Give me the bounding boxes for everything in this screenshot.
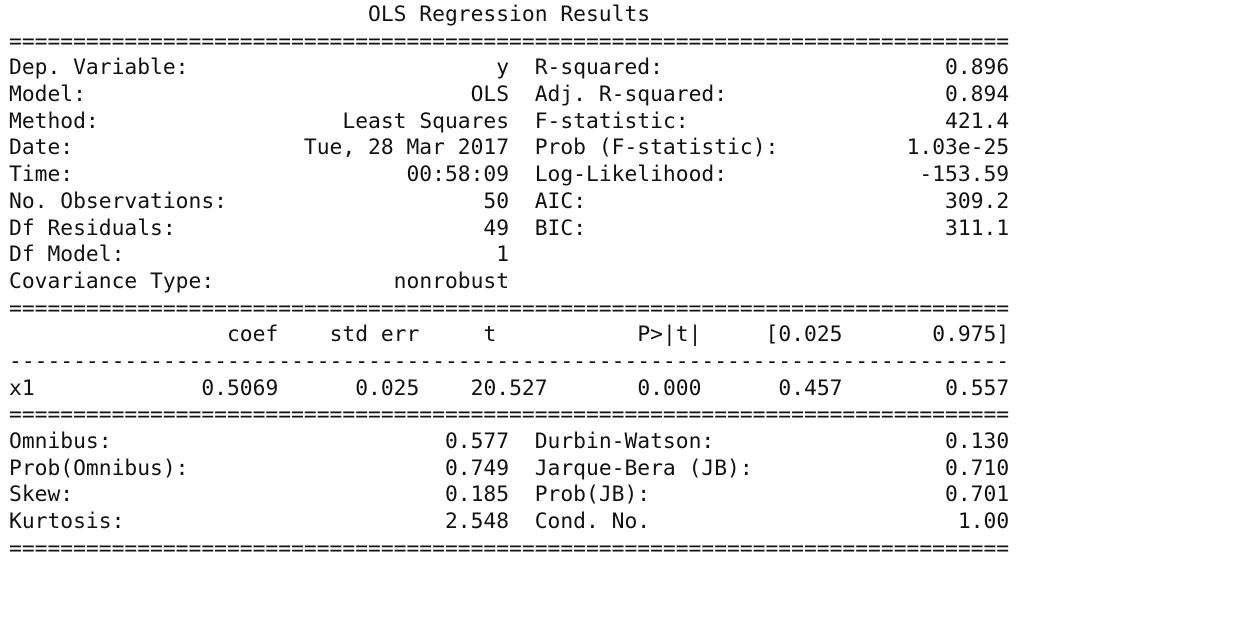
stat-value: 1.00 <box>957 509 1010 535</box>
stat-label: AIC: <box>534 188 587 214</box>
double-separator: ========================================… <box>9 28 1010 54</box>
double-separator: ========================================… <box>9 402 1010 428</box>
stat-value: Tue, 28 Mar 2017 <box>303 135 510 161</box>
summary-row: Time: 00:58:09 Log-Likelihood: -153.59 <box>9 162 1009 189</box>
stat-label: Dep. Variable: <box>9 55 189 81</box>
coef-column-header: [0.025 <box>765 322 843 348</box>
stat-value: 1.03e-25 <box>906 135 1010 161</box>
stat-label: Omnibus: <box>9 429 112 454</box>
stat-label: No. Observations: <box>9 188 227 214</box>
stat-value: 0.710 <box>945 455 1010 481</box>
title-line: OLS Regression Results <box>9 2 1009 29</box>
stat-label: Prob(Omnibus): <box>9 455 189 481</box>
double-separator: ========================================… <box>9 295 1010 321</box>
stat-label: Time: <box>9 162 74 188</box>
stat-label: Date: <box>9 135 74 161</box>
coef-column-header: t <box>483 322 497 348</box>
stat-value: 0.749 <box>444 455 510 481</box>
diagnostic-row: Prob(Omnibus): 0.749 Jarque-Bera (JB): 0… <box>9 456 1009 483</box>
stat-value: 0.894 <box>945 82 1010 108</box>
report-title: OLS Regression Results <box>368 2 651 27</box>
coef-cell: 0.5069 <box>201 375 279 401</box>
stat-label: Covariance Type: <box>9 268 215 294</box>
stat-value: 311.1 <box>945 215 1010 241</box>
stat-label: Jarque-Bera (JB): <box>534 455 753 481</box>
coef-cell: 0.000 <box>637 375 702 401</box>
coef-cell: 0.025 <box>355 375 420 401</box>
stat-label: Method: <box>9 108 99 134</box>
stat-value: 00:58:09 <box>406 162 510 188</box>
summary-row: Model: OLS Adj. R-squared: 0.894 <box>9 82 1009 109</box>
stat-value: 1 <box>496 242 510 268</box>
single-separator: ----------------------------------------… <box>9 348 1010 374</box>
double-separator: ========================================… <box>9 535 1010 561</box>
stat-value: OLS <box>470 82 510 108</box>
stat-value: 421.4 <box>945 108 1010 134</box>
stat-value: -153.59 <box>919 162 1010 188</box>
diagnostic-row: Kurtosis: 2.548 Cond. No. 1.00 <box>9 509 1009 536</box>
summary-row: Dep. Variable: y R-squared: 0.896 <box>9 55 1009 82</box>
summary-row: Df Model: 1 <box>9 242 1009 269</box>
stat-label: Durbin-Watson: <box>534 429 715 454</box>
coef-cell: 20.527 <box>470 375 548 401</box>
summary-row: Date: Tue, 28 Mar 2017 Prob (F-statistic… <box>9 135 1009 162</box>
coef-header-row: coef std err t P>|t| [0.025 0.975] <box>9 322 1009 349</box>
stat-value: 0.130 <box>945 429 1010 454</box>
ols-summary-report: OLS Regression Results ==================… <box>9 0 1009 562</box>
stat-value: 0.577 <box>444 429 510 454</box>
stat-label: Df Model: <box>9 242 125 268</box>
stat-value: 2.548 <box>444 509 510 535</box>
stat-value: 0.896 <box>945 55 1010 81</box>
stat-label: Skew: <box>9 482 74 508</box>
stat-label: Prob(JB): <box>534 482 651 508</box>
stat-value: 0.701 <box>945 482 1010 508</box>
coef-variable-name: x1 <box>9 375 35 401</box>
stat-label: Kurtosis: <box>9 509 125 535</box>
coef-cell: 0.557 <box>945 375 1010 401</box>
diagnostic-row: Omnibus: 0.577 Durbin-Watson: 0.130 <box>9 429 1009 456</box>
summary-row: Df Residuals: 49 BIC: 311.1 <box>9 216 1009 243</box>
stat-label: Model: <box>9 82 86 108</box>
stat-value: Least Squares <box>342 108 510 134</box>
stat-label: Df Residuals: <box>9 215 176 241</box>
stat-value: 0.185 <box>444 482 510 508</box>
coef-row: x1 0.5069 0.025 20.527 0.000 0.457 0.557 <box>9 376 1009 403</box>
summary-row: Method: Least Squares F-statistic: 421.4 <box>9 109 1009 136</box>
summary-row: Covariance Type: nonrobust <box>9 269 1009 296</box>
diagnostic-row: Skew: 0.185 Prob(JB): 0.701 <box>9 482 1009 509</box>
coef-cell: 0.457 <box>778 375 843 401</box>
stat-label: BIC: <box>534 215 587 241</box>
stat-value: 309.2 <box>945 188 1010 214</box>
stat-label: Adj. R-squared: <box>534 82 728 108</box>
summary-row: No. Observations: 50 AIC: 309.2 <box>9 189 1009 216</box>
stat-label: Cond. No. <box>534 509 651 535</box>
stat-label: Log-Likelihood: <box>534 162 728 188</box>
stat-value: y <box>496 55 510 81</box>
coef-column-header: 0.975] <box>932 322 1010 348</box>
stat-label: Prob (F-statistic): <box>534 135 779 161</box>
coef-column-header: coef <box>226 322 279 348</box>
stat-label: F-statistic: <box>534 108 689 134</box>
stat-value: nonrobust <box>393 268 510 294</box>
stat-value: 50 <box>483 188 510 214</box>
stat-value: 49 <box>483 215 510 241</box>
stat-label: R-squared: <box>534 55 663 81</box>
coef-column-header: P>|t| <box>637 322 702 348</box>
coef-column-header: std err <box>329 322 420 348</box>
